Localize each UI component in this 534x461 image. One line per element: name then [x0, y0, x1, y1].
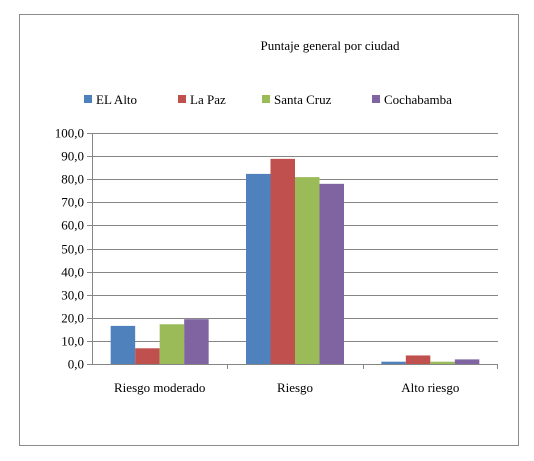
- y-tick-label: 20,0: [61, 311, 84, 326]
- bar-santa-cruz: [295, 177, 320, 364]
- legend-swatch: [372, 95, 380, 103]
- x-category-label: Riesgo moderado: [114, 380, 205, 395]
- y-tick-label: 40,0: [61, 265, 84, 280]
- y-tick-label: 80,0: [61, 172, 84, 187]
- bar-cochabamba: [319, 183, 344, 364]
- x-category-label: Riesgo: [277, 380, 313, 395]
- legend-label: EL Alto: [96, 92, 137, 107]
- y-tick-label: 50,0: [61, 242, 84, 257]
- y-tick-label: 10,0: [61, 334, 84, 349]
- y-tick-label: 30,0: [61, 288, 84, 303]
- legend-swatch: [178, 95, 186, 103]
- y-axis-ticks: 0,0 10,0 20,0 30,0 40,0 50,0 60,0 70,0 80,0 90,0 1…: [55, 126, 92, 372]
- y-tick-label: 60,0: [61, 218, 84, 233]
- bar-santa-cruz: [159, 324, 185, 364]
- y-tick-label: 100,0: [55, 126, 84, 141]
- bar-el-alto: [246, 173, 271, 364]
- legend-label: Cochabamba: [384, 92, 452, 107]
- bar-el-alto: [110, 325, 136, 364]
- x-category-label: Alto riesgo: [401, 380, 459, 395]
- bar-la-paz: [405, 355, 431, 364]
- chart-title: Puntaje general por ciudad: [261, 38, 400, 53]
- bar-cochabamba: [454, 359, 480, 364]
- bar-el-alto: [381, 361, 406, 364]
- y-tick-label: 90,0: [61, 149, 84, 164]
- x-axis-categories: Riesgo moderado Riesgo Alto riesgo: [114, 364, 498, 395]
- legend: EL Alto La Paz Santa Cruz Cochabamba: [84, 92, 452, 107]
- bar-cochabamba: [184, 319, 209, 364]
- legend-label: Santa Cruz: [274, 92, 332, 107]
- bar-santa-cruz: [430, 361, 455, 364]
- y-tick-label: 70,0: [61, 195, 84, 210]
- bar-la-paz: [135, 348, 160, 364]
- legend-swatch: [84, 95, 92, 103]
- legend-label: La Paz: [190, 92, 226, 107]
- bars: [110, 158, 480, 364]
- bar-la-paz: [270, 158, 295, 364]
- legend-swatch: [262, 95, 270, 103]
- gridlines: [92, 133, 498, 342]
- y-tick-label: 0,0: [68, 357, 84, 372]
